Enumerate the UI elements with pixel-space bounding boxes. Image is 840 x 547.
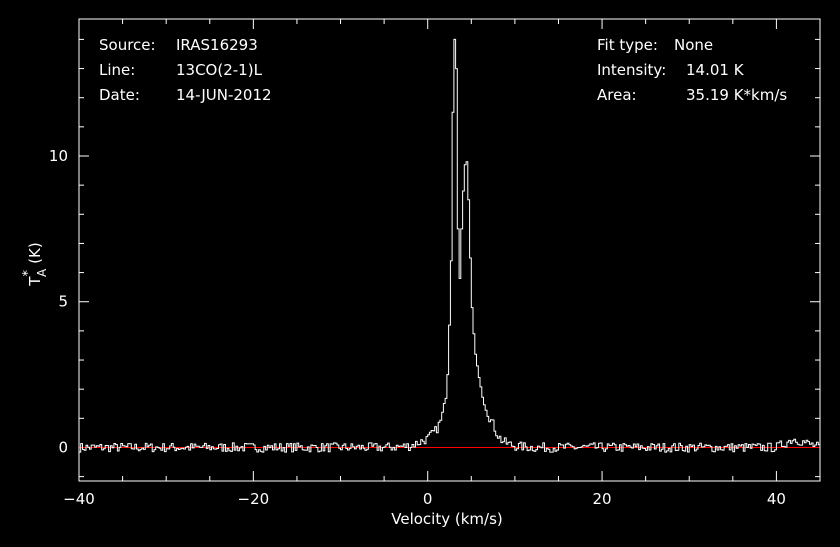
info-block-left: Source: IRAS16293 Line: 13CO(2-1)L Date:…: [99, 36, 272, 104]
line-label: Line:: [99, 61, 135, 79]
plot-frame: [78, 18, 821, 482]
x-axis-label: Velocity (km/s): [391, 510, 502, 528]
y-tick-label: 5: [58, 293, 68, 311]
intensity-label: Intensity:: [597, 61, 666, 79]
x-tick-label: 0: [423, 490, 433, 508]
info-block-right: Fit type: None Intensity: 14.01 K Area: …: [597, 36, 787, 104]
y-axis-label-sup: *: [21, 270, 36, 277]
y-axis-label-unit: (K): [26, 242, 44, 264]
y-axis-label-main: T: [26, 276, 44, 287]
svg-text:T*A(K): T*A (K): [21, 242, 49, 286]
fit-type-label: Fit type:: [597, 36, 658, 54]
date-value: 14-JUN-2012: [176, 86, 272, 104]
source-value: IRAS16293: [176, 36, 258, 54]
x-tick-label: −40: [63, 490, 95, 508]
y-tick-label: 0: [58, 438, 68, 456]
y-axis-label: T*A (K): [21, 242, 49, 286]
line-value: 13CO(2-1)L: [176, 61, 263, 79]
spectrum-series-line: [79, 38, 820, 453]
source-label: Source:: [99, 36, 156, 54]
fit-type-value: None: [674, 36, 713, 54]
y-axis-label-sub: A: [35, 268, 49, 277]
area-label: Area:: [597, 86, 637, 104]
x-tick-label: 20: [593, 490, 612, 508]
y-tick-label: 10: [49, 147, 68, 165]
x-tick-label: −20: [238, 490, 270, 508]
axis-tick-labels: −40 −20 0 20 40 0 5 10: [49, 147, 786, 508]
date-label: Date:: [99, 86, 140, 104]
x-tick-label: 40: [767, 490, 786, 508]
area-value: 35.19 K*km/s: [686, 86, 787, 104]
intensity-value: 14.01 K: [686, 61, 745, 79]
